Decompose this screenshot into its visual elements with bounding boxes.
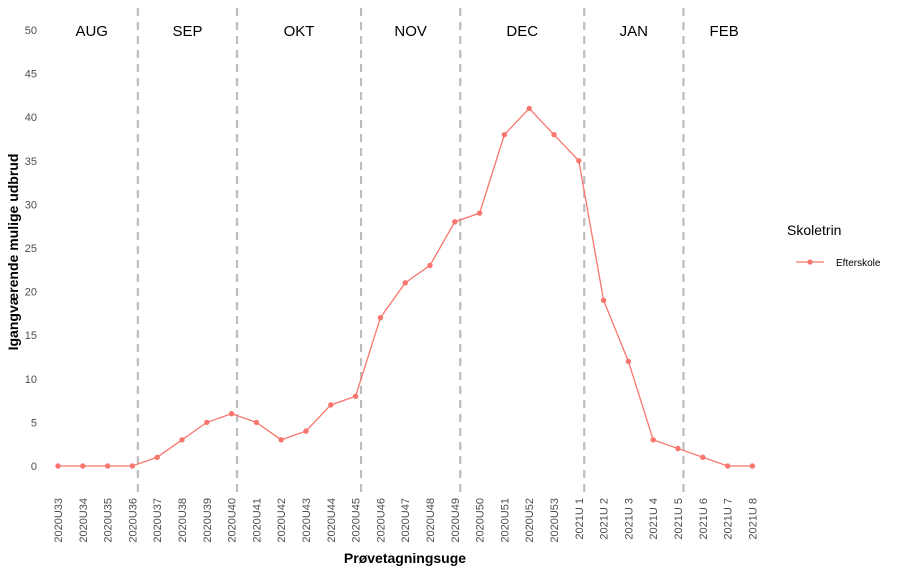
x-tick-label: 2020U46 [375, 498, 387, 543]
x-tick-label: 2020U36 [127, 498, 139, 543]
x-tick-label: 2020U34 [78, 498, 90, 543]
y-tick-label: 50 [25, 25, 37, 37]
month-label: SEP [172, 23, 202, 40]
data-point [228, 410, 235, 417]
data-point [501, 131, 508, 138]
month-dividers [136, 8, 685, 498]
data-point [724, 463, 731, 469]
data-point [427, 262, 433, 269]
legend-label-efterskole: Efterskole [836, 258, 881, 269]
data-point [179, 437, 185, 443]
data-point [253, 419, 260, 426]
data-point [452, 219, 458, 225]
x-tick-label: 2020U44 [326, 498, 338, 543]
x-tick-label: 2020U51 [499, 498, 511, 543]
y-tick-label: 40 [25, 112, 37, 124]
x-tick-label: 2020U48 [425, 498, 437, 543]
y-axis-title: Igangværende mulige udbrud [5, 154, 21, 351]
x-tick-label: 2020U38 [177, 498, 189, 543]
data-point [625, 358, 632, 365]
data-point [204, 419, 210, 426]
x-axis-ticks: 2020U33 2020U34 2020U35 2020U36 2020U37 2020U… [53, 498, 759, 543]
data-point [80, 463, 86, 469]
data-point [402, 280, 408, 286]
x-tick-label: 2020U42 [276, 498, 288, 543]
data-point [675, 445, 681, 452]
data-point [551, 131, 557, 138]
x-tick-label: 2020U45 [351, 498, 363, 543]
x-axis-title: Prøvetagningsuge [344, 550, 466, 566]
data-point [55, 463, 61, 469]
series-efterskole [55, 105, 756, 469]
x-tick-label: 2020U53 [549, 498, 561, 543]
y-tick-label: 30 [25, 199, 37, 211]
x-tick-label: 2020U41 [251, 498, 263, 543]
x-tick-label: 2020U40 [227, 498, 239, 543]
y-tick-label: 0 [31, 461, 37, 473]
x-tick-label: 2021U 3 [623, 498, 635, 540]
x-tick-label: 2020U43 [301, 498, 313, 543]
x-tick-label: 2020U37 [152, 498, 164, 543]
data-point [352, 393, 359, 399]
x-tick-label: 2020U52 [524, 498, 536, 543]
x-tick-label: 2020U33 [53, 498, 65, 543]
legend: Skoletrin Efterskole [787, 222, 881, 269]
data-point [303, 428, 309, 434]
x-tick-label: 2021U 6 [698, 498, 710, 540]
month-label: AUG [75, 23, 108, 40]
data-point [576, 158, 582, 164]
x-tick-label: 2021U 2 [599, 498, 611, 540]
data-point [129, 463, 136, 469]
data-point [600, 297, 607, 304]
data-point [749, 463, 756, 469]
x-tick-label: 2021U 7 [723, 498, 735, 540]
data-point [377, 315, 384, 321]
x-tick-label: 2020U39 [202, 498, 214, 543]
data-point [700, 454, 706, 460]
month-label: OKT [284, 23, 315, 40]
y-tick-label: 10 [25, 374, 37, 386]
data-point [526, 105, 532, 112]
x-tick-label: 2021U 8 [747, 498, 759, 540]
series-line [58, 107, 753, 467]
month-label: FEB [710, 23, 739, 40]
x-tick-label: 2021U 4 [648, 498, 660, 540]
y-tick-label: 5 [31, 417, 37, 429]
data-point [104, 463, 111, 469]
month-label: DEC [506, 23, 538, 40]
x-tick-label: 2020U35 [103, 498, 115, 543]
x-tick-label: 2021U 5 [673, 498, 685, 540]
y-tick-label: 45 [25, 69, 37, 81]
data-point [278, 437, 284, 443]
y-tick-label: 25 [25, 243, 37, 255]
y-tick-label: 20 [25, 287, 37, 299]
x-tick-label: 2021U 1 [574, 498, 586, 540]
y-tick-label: 15 [25, 330, 37, 342]
data-point [650, 437, 656, 443]
legend-key-dot [807, 259, 813, 265]
x-tick-label: 2020U50 [475, 498, 487, 543]
month-labels: AUG SEP OKT NOV DEC JAN FEB [75, 23, 738, 40]
data-point [328, 402, 334, 408]
legend-title: Skoletrin [787, 222, 841, 238]
x-tick-label: 2020U47 [400, 498, 412, 543]
month-label: NOV [394, 23, 427, 40]
data-point [476, 210, 483, 216]
y-axis-ticks: 0 5 10 15 20 25 30 35 40 45 50 [25, 25, 37, 473]
x-tick-label: 2020U49 [450, 498, 462, 543]
month-label: JAN [620, 23, 648, 40]
data-point [154, 454, 160, 460]
y-tick-label: 35 [25, 156, 37, 168]
